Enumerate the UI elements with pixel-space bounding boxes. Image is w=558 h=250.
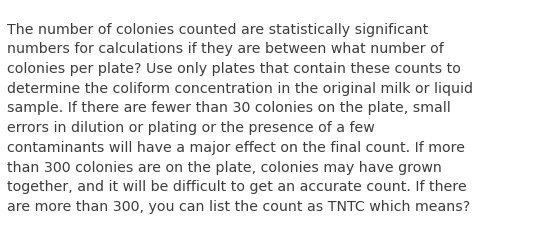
Text: The number of colonies counted are statistically significant
numbers for calcula: The number of colonies counted are stati… — [7, 22, 473, 213]
